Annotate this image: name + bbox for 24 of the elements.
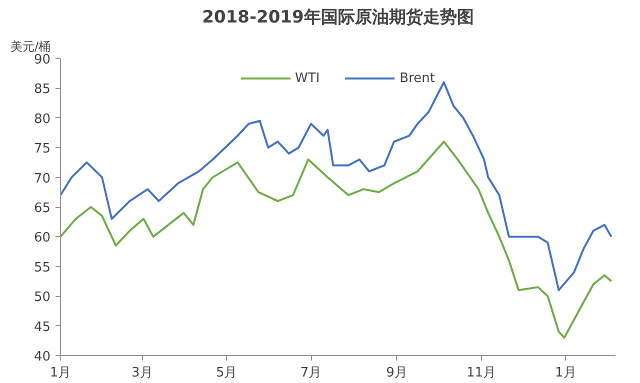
- chart-title: 2018-2019年国际原油期货走势图: [202, 8, 474, 28]
- x-tick-label: 9月: [386, 366, 408, 380]
- line-series: [60, 81, 612, 292]
- y-tick-label: 55: [34, 260, 51, 276]
- y-tick-label: 75: [34, 142, 51, 157]
- x-tick-label: 7月: [300, 366, 322, 380]
- y-tick-label: 85: [34, 82, 51, 98]
- y-tick-label: 45: [34, 320, 51, 335]
- x-tick-label: 11月: [466, 366, 496, 380]
- x-tick-label: 3月: [132, 366, 153, 380]
- y-axis-title: 美元/桶: [10, 40, 51, 54]
- line-series: [60, 140, 612, 339]
- x-tick-label: 1月: [555, 366, 576, 380]
- legend-label: Brent: [400, 70, 435, 86]
- x-tick-label: 5月: [216, 366, 238, 380]
- y-tick-label: 60: [34, 230, 51, 246]
- y-tick-label: 40: [34, 350, 51, 364]
- y-tick-label: 65: [34, 201, 51, 216]
- y-tick-label: 70: [34, 171, 51, 186]
- y-tick-label: 50: [34, 290, 51, 306]
- legend-label: WTI: [295, 70, 320, 86]
- y-tick-label: 80: [34, 112, 51, 127]
- x-tick-label: 1月: [50, 366, 72, 380]
- y-tick-label: 90: [34, 52, 51, 68]
